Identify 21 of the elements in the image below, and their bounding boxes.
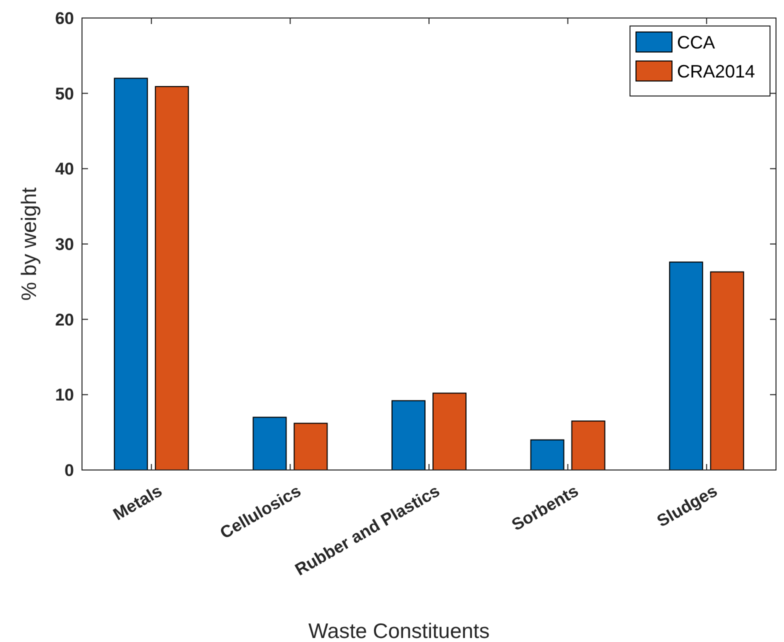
bar (154, 86, 189, 470)
y-tick-label: 0 (64, 460, 74, 480)
bar (571, 420, 606, 470)
x-axis-title: Waste Constituents (308, 620, 490, 642)
y-tick-label: 10 (55, 386, 74, 405)
bar (432, 392, 466, 470)
legend-label: CRA2014 (677, 61, 756, 82)
y-axis-title: % by weight (18, 187, 41, 301)
legend-label: CCA (677, 32, 716, 52)
y-tick-label: 40 (55, 160, 74, 179)
bar (669, 262, 704, 470)
bar (252, 416, 287, 470)
y-tick-label: 20 (55, 310, 74, 330)
bar (294, 422, 328, 470)
y-tick-label: 50 (55, 84, 74, 104)
bar (392, 400, 426, 470)
bar (530, 439, 564, 470)
bar (114, 78, 148, 470)
y-tick-label: 60 (55, 8, 74, 28)
bar (710, 271, 744, 470)
y-tick-label: 30 (55, 234, 74, 254)
